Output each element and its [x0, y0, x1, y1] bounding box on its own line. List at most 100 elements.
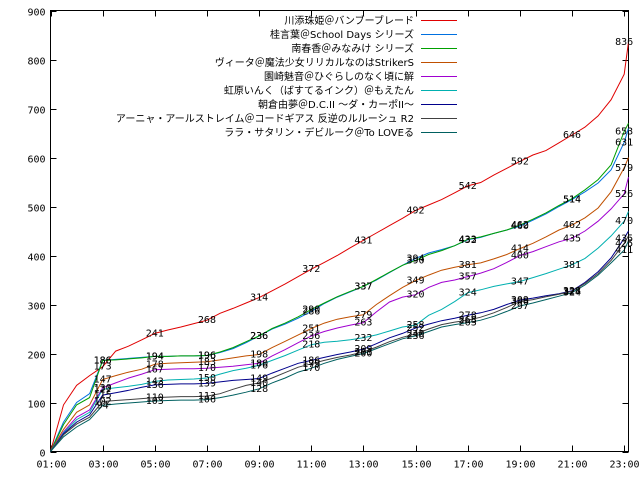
data-label: 263: [354, 318, 372, 329]
series-line: [50, 211, 629, 452]
data-label: 314: [250, 293, 268, 304]
y-tick-label: 0: [39, 449, 45, 460]
data-label: 139: [198, 378, 216, 389]
data-label: 278: [459, 310, 477, 321]
data-label: 514: [563, 195, 581, 206]
data-label: 186: [94, 355, 112, 366]
data-label: 328: [563, 286, 581, 297]
data-label: 297: [511, 301, 529, 312]
data-label: 279: [354, 310, 372, 321]
axes: 0 100 200 300 400 500 600 700 800 900 01:00 03:00 05…: [27, 8, 639, 471]
series-line: [50, 122, 629, 452]
series-line: [50, 230, 629, 452]
data-label: 431: [354, 235, 372, 246]
data-label: 130: [94, 383, 112, 394]
data-label: 94: [97, 400, 109, 411]
data-label: 306: [511, 297, 529, 308]
legend-label: 園崎魅音＠ひぐらしのなく頃に解: [264, 70, 414, 83]
legend-label: 虹原いんく（ばすてるインク）＠もえたん: [224, 85, 414, 97]
legend-label: ヴィータ＠魔法少女リリカルなのはStrikerS: [215, 56, 414, 69]
data-label: 592: [511, 156, 529, 167]
data-label: 337: [354, 281, 372, 292]
data-label: 290: [302, 304, 320, 315]
data-label: 320: [407, 290, 425, 301]
y-tick-label: 900: [27, 8, 45, 19]
data-label: 236: [407, 331, 425, 342]
data-label: 136: [146, 380, 164, 391]
y-tick-label: 200: [27, 351, 45, 362]
data-label: 425: [615, 238, 633, 249]
data-label: 186: [94, 355, 112, 366]
series-line: [50, 240, 629, 452]
data-label: 150: [198, 373, 216, 384]
data-label: 170: [198, 363, 216, 374]
data-label: 194: [146, 351, 164, 362]
data-label: 236: [250, 331, 268, 342]
data-label: 176: [250, 360, 268, 371]
data-label: 106: [198, 395, 216, 406]
data-label: 435: [615, 233, 633, 244]
data-label: 836: [615, 37, 633, 48]
data-label: 460: [511, 221, 529, 232]
y-tick-label: 500: [27, 204, 45, 215]
y-tick-label: 300: [27, 302, 45, 313]
data-label: 200: [354, 349, 372, 360]
x-tick-label: 09:00: [244, 460, 274, 471]
data-label: 178: [146, 359, 164, 370]
data-label: 470: [615, 216, 633, 227]
data-label: 170: [302, 363, 320, 374]
x-tick-label: 23:00: [609, 460, 639, 471]
data-label: 309: [511, 295, 529, 306]
data-label: 115: [94, 390, 112, 401]
data-label: 390: [407, 255, 425, 266]
data-label: 252: [407, 323, 425, 334]
data-label: 149: [250, 373, 268, 384]
y-tick-label: 600: [27, 155, 45, 166]
data-label: 179: [302, 359, 320, 370]
data-label: 324: [459, 288, 477, 299]
data-label: 433: [459, 234, 477, 245]
legend-label: 南春香＠みなみけ シリーズ: [291, 42, 414, 55]
data-label: 411: [615, 245, 633, 256]
y-tick-label: 400: [27, 253, 45, 264]
data-label: 110: [146, 393, 164, 404]
data-label: 337: [354, 281, 372, 292]
data-label: 381: [459, 260, 477, 271]
data-label: 400: [511, 251, 529, 262]
x-tick-label: 01:00: [36, 460, 66, 471]
data-label: 631: [615, 137, 633, 148]
data-label: 241: [146, 328, 164, 339]
data-label: 347: [511, 276, 529, 287]
data-label: 140: [250, 378, 268, 389]
series-line: [50, 176, 629, 452]
data-label: 381: [563, 260, 581, 271]
data-label: 372: [302, 264, 320, 275]
data-label: 167: [146, 365, 164, 376]
series-line: [50, 127, 629, 452]
series-line: [50, 157, 629, 452]
y-tick-label: 100: [27, 400, 45, 411]
data-label: 102: [94, 397, 112, 408]
data-label: 203: [354, 347, 372, 358]
data-label: 173: [94, 362, 112, 373]
data-label: 462: [563, 220, 581, 231]
data-label: 653: [615, 127, 633, 138]
data-label: 240: [407, 329, 425, 340]
data-label: 236: [302, 331, 320, 342]
data-label: 268: [459, 315, 477, 326]
data-label: 324: [563, 288, 581, 299]
x-tick-label: 21:00: [557, 460, 587, 471]
x-tick-label: 11:00: [296, 460, 326, 471]
data-label: 514: [563, 195, 581, 206]
data-label: 232: [354, 333, 372, 344]
data-label: 258: [407, 320, 425, 331]
data-label: 196: [198, 350, 216, 361]
data-label: 349: [407, 275, 425, 286]
legend-label: 桂言葉＠School Days シリーズ: [270, 28, 414, 41]
data-label: 196: [198, 350, 216, 361]
data-label: 128: [250, 384, 268, 395]
data-label: 286: [302, 306, 320, 317]
data-label: 236: [250, 331, 268, 342]
